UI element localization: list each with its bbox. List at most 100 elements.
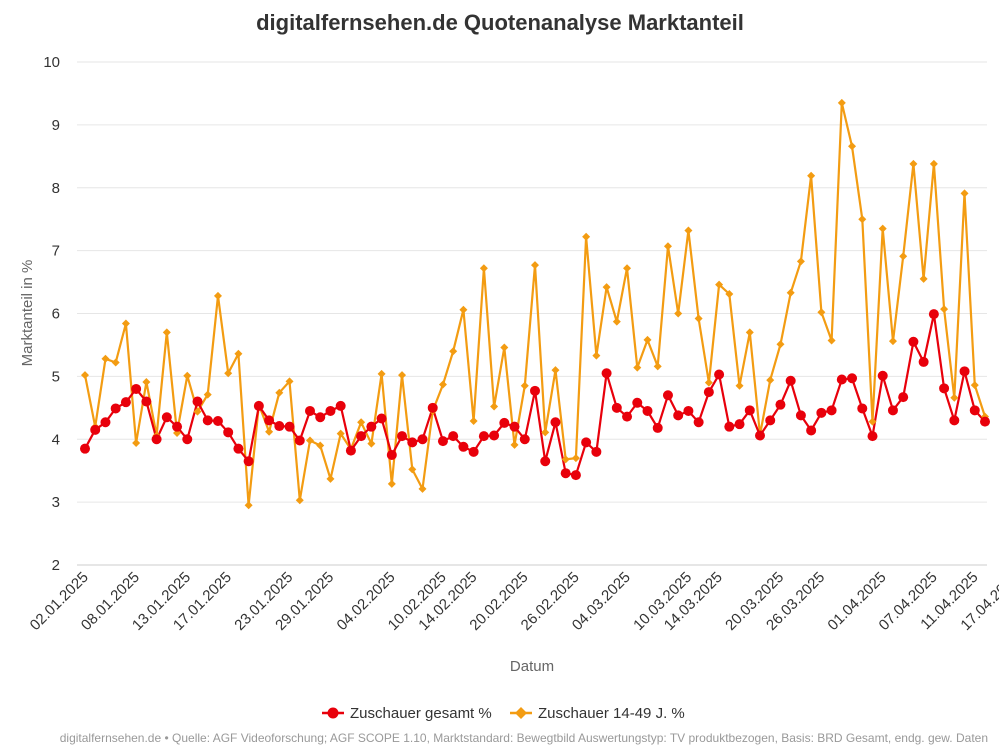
data-point[interactable] — [591, 446, 602, 457]
data-point[interactable] — [540, 456, 551, 467]
data-point[interactable] — [162, 328, 171, 337]
data-point[interactable] — [335, 400, 346, 411]
data-point[interactable] — [223, 427, 234, 438]
data-point[interactable] — [827, 336, 836, 345]
data-point[interactable] — [570, 470, 581, 481]
data-point[interactable] — [233, 443, 244, 454]
data-point[interactable] — [306, 436, 314, 445]
data-point[interactable] — [253, 400, 264, 411]
data-point[interactable] — [531, 261, 539, 270]
data-point[interactable] — [950, 393, 959, 402]
data-point[interactable] — [775, 399, 786, 410]
data-point[interactable] — [366, 421, 377, 432]
data-point[interactable] — [243, 456, 254, 467]
data-point[interactable] — [622, 411, 633, 422]
data-point[interactable] — [398, 371, 407, 380]
data-point[interactable] — [878, 224, 887, 233]
data-point[interactable] — [960, 189, 969, 198]
data-point[interactable] — [367, 439, 376, 448]
data-point[interactable] — [836, 374, 847, 385]
data-point[interactable] — [633, 363, 642, 372]
data-point[interactable] — [816, 407, 827, 418]
legend-item-14-49[interactable]: Zuschauer 14-49 J. % — [510, 705, 685, 722]
data-point[interactable] — [929, 159, 938, 168]
data-point[interactable] — [877, 370, 888, 381]
data-point[interactable] — [120, 397, 131, 408]
data-point[interactable] — [560, 468, 571, 479]
data-point[interactable] — [234, 349, 243, 358]
data-point[interactable] — [325, 405, 336, 416]
data-point[interactable] — [192, 396, 203, 407]
data-point[interactable] — [458, 441, 469, 452]
data-point[interactable] — [274, 421, 285, 432]
data-point[interactable] — [468, 446, 479, 457]
data-point[interactable] — [888, 337, 897, 346]
data-point[interactable] — [602, 283, 611, 292]
data-point[interactable] — [407, 437, 418, 448]
data-point[interactable] — [212, 416, 223, 427]
data-point[interactable] — [437, 436, 448, 447]
data-point[interactable] — [448, 431, 459, 442]
data-point[interactable] — [601, 368, 612, 379]
data-point[interactable] — [499, 417, 510, 428]
data-point[interactable] — [847, 373, 858, 384]
data-point[interactable] — [500, 343, 509, 352]
data-point[interactable] — [520, 381, 529, 390]
data-point[interactable] — [182, 434, 193, 445]
data-point[interactable] — [776, 340, 785, 349]
data-point[interactable] — [949, 415, 960, 426]
data-point[interactable] — [867, 431, 878, 442]
data-point[interactable] — [449, 347, 458, 356]
data-point[interactable] — [356, 431, 367, 442]
data-point[interactable] — [795, 410, 806, 421]
data-point[interactable] — [551, 366, 560, 375]
data-point[interactable] — [510, 440, 519, 449]
data-point[interactable] — [703, 387, 714, 398]
data-point[interactable] — [193, 407, 202, 416]
data-point[interactable] — [806, 425, 817, 436]
data-point[interactable] — [766, 376, 775, 385]
data-point[interactable] — [683, 405, 694, 416]
data-point[interactable] — [582, 232, 591, 241]
data-point[interactable] — [817, 308, 826, 317]
data-point[interactable] — [509, 421, 520, 432]
data-point[interactable] — [663, 242, 672, 251]
data-point[interactable] — [693, 417, 704, 428]
data-point[interactable] — [734, 419, 745, 430]
data-point[interactable] — [357, 418, 366, 427]
data-point[interactable] — [111, 358, 120, 367]
data-point[interactable] — [592, 351, 601, 360]
data-point[interactable] — [561, 455, 570, 464]
data-point[interactable] — [970, 381, 979, 390]
data-point[interactable] — [244, 501, 253, 510]
data-point[interactable] — [940, 305, 949, 314]
data-point[interactable] — [213, 291, 222, 300]
data-point[interactable] — [275, 388, 284, 397]
data-point[interactable] — [386, 449, 397, 460]
data-point[interactable] — [417, 434, 428, 445]
data-point[interactable] — [131, 383, 142, 394]
data-point[interactable] — [285, 377, 294, 386]
data-point[interactable] — [643, 335, 652, 344]
data-point[interactable] — [735, 381, 744, 390]
data-point[interactable] — [80, 443, 90, 454]
data-point[interactable] — [674, 309, 683, 318]
data-point[interactable] — [715, 280, 724, 289]
data-point[interactable] — [316, 441, 325, 450]
data-point[interactable] — [899, 252, 908, 261]
data-point[interactable] — [959, 366, 970, 377]
data-point[interactable] — [141, 396, 152, 407]
data-point[interactable] — [469, 417, 478, 426]
data-point[interactable] — [785, 375, 796, 386]
data-point[interactable] — [376, 413, 387, 424]
data-point[interactable] — [745, 328, 754, 337]
data-point[interactable] — [755, 430, 765, 441]
data-point[interactable] — [100, 417, 111, 428]
data-point[interactable] — [427, 402, 438, 413]
data-point[interactable] — [684, 226, 693, 235]
data-point[interactable] — [908, 336, 919, 347]
data-point[interactable] — [172, 421, 183, 432]
data-point[interactable] — [673, 410, 684, 421]
data-point[interactable] — [807, 171, 816, 180]
data-point[interactable] — [980, 416, 990, 427]
